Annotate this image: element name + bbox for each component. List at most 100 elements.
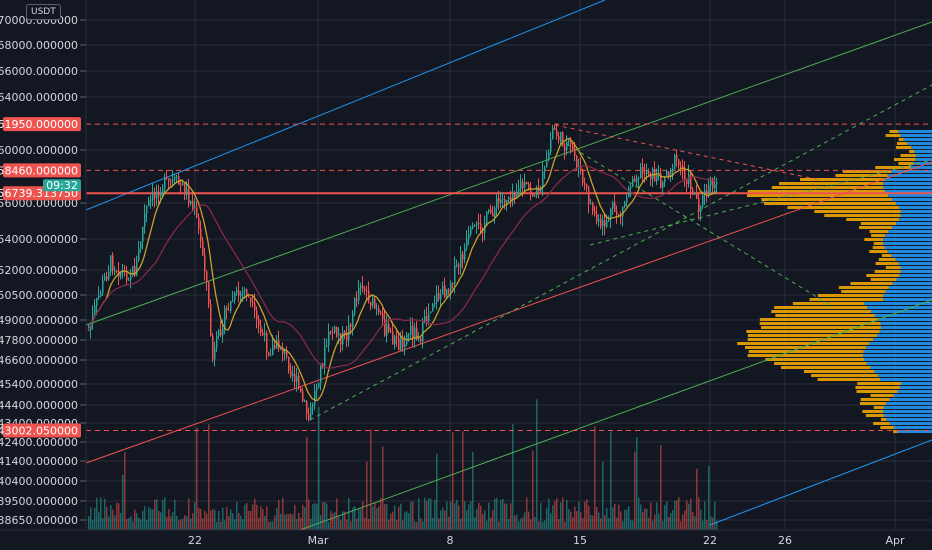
channel-lower-green-line[interactable] [299,299,932,531]
time-axis-label: Apr [885,534,905,547]
volume-bar [246,503,248,530]
volume-bar [448,516,450,530]
volume-bar [372,506,374,530]
volume-bar [232,513,234,530]
candle-body [152,192,154,200]
volume-bar [336,498,338,530]
candle-body [154,192,156,198]
volume-profile-bar-buy [869,342,932,345]
time-axis[interactable]: 22 Mar 8 15 22 26 Apr [188,534,905,547]
volume-bar [398,506,400,530]
volume-profile-bar-buy [883,242,932,245]
candle-body [236,290,238,293]
volume-profile-bar-sell [872,246,885,249]
volume-bar [256,504,258,530]
candle-body [612,202,614,209]
candle-body [348,324,350,341]
candle-body [216,336,218,348]
candle-body [314,390,316,405]
dashed-green-line-2[interactable] [589,159,932,246]
candle-body [214,347,216,360]
candle-body [186,188,188,195]
volume-profile-bar-buy [897,390,932,393]
candle-body [364,288,366,291]
candle-body [312,404,314,407]
volume-bar [508,519,510,530]
volume-bar [484,510,486,530]
volume-bar [544,520,546,530]
volume-bar [636,437,638,530]
volume-bar [264,515,266,530]
candle-body [274,345,276,349]
volume-bar [286,514,288,530]
volume-bar [302,504,304,530]
volume-bar [628,506,630,530]
time-axis-area[interactable] [0,530,932,550]
candle-body [594,211,596,214]
volume-profile-bar-buy [864,358,932,361]
volume-bar [180,519,182,530]
candle-body [238,290,240,296]
currency-badge[interactable]: USDT [26,4,61,20]
volume-bar [588,505,590,530]
price-level-tag[interactable] [3,423,81,438]
volume-profile-bar-sell [889,130,899,133]
dashed-green-line[interactable] [309,84,932,421]
volume-profile-bar-sell [894,158,916,161]
volume-profile-bar-buy [899,274,932,277]
channel-lower-blue-line[interactable] [709,439,932,526]
candle-body [392,331,394,345]
price-level-tag[interactable] [3,117,81,132]
volume-profile-bar-sell [842,170,892,173]
moving-average-fast-line[interactable] [87,137,717,402]
volume-bar [706,519,708,530]
volume-bar [378,506,380,530]
volume-bar [376,508,378,530]
candle-body [346,334,348,341]
price-level-tag[interactable] [3,163,81,178]
volume-bar [410,501,412,530]
volume-bar [358,507,360,530]
dashed-red-resistance-line[interactable] [554,124,821,181]
volume-bar [690,498,692,530]
candle-body [310,406,312,421]
candle-body [308,414,310,421]
volume-bar [514,515,516,530]
volume-bar [386,503,388,530]
volume-bar [236,501,238,530]
volume-bar [156,499,158,530]
volume-bar [280,513,282,530]
volume-profile-bar-buy [874,370,932,373]
candle-body [632,178,634,187]
volume-bar [308,499,310,530]
candle-body [530,188,532,194]
candle-body [624,202,626,207]
volume-bar [278,499,280,530]
candle-body [642,167,644,173]
volume-bar [216,521,218,530]
volume-bar [498,521,500,530]
volume-bar [152,509,154,530]
volume-bar [390,513,392,530]
volume-bar [320,515,322,530]
volume-profile-bar-sell [875,262,899,265]
volume-bar [530,519,532,530]
candle-body [572,144,574,149]
volume-bar [454,503,456,530]
candle-body [248,296,250,298]
channel-upper-green-line[interactable] [85,21,932,326]
candle-body [290,370,292,377]
volume-profile-bar-buy [899,386,932,389]
volume-bar [212,508,214,530]
volume-profile-bar-buy [883,414,932,417]
candle-body [134,266,136,276]
volume-bar [568,509,570,530]
candle-body [510,197,512,202]
volume-bar [194,502,196,530]
moving-average-slow-line[interactable] [87,165,717,369]
volume-bar [440,510,442,530]
candle-body [474,225,476,227]
volume-bar [482,513,484,530]
